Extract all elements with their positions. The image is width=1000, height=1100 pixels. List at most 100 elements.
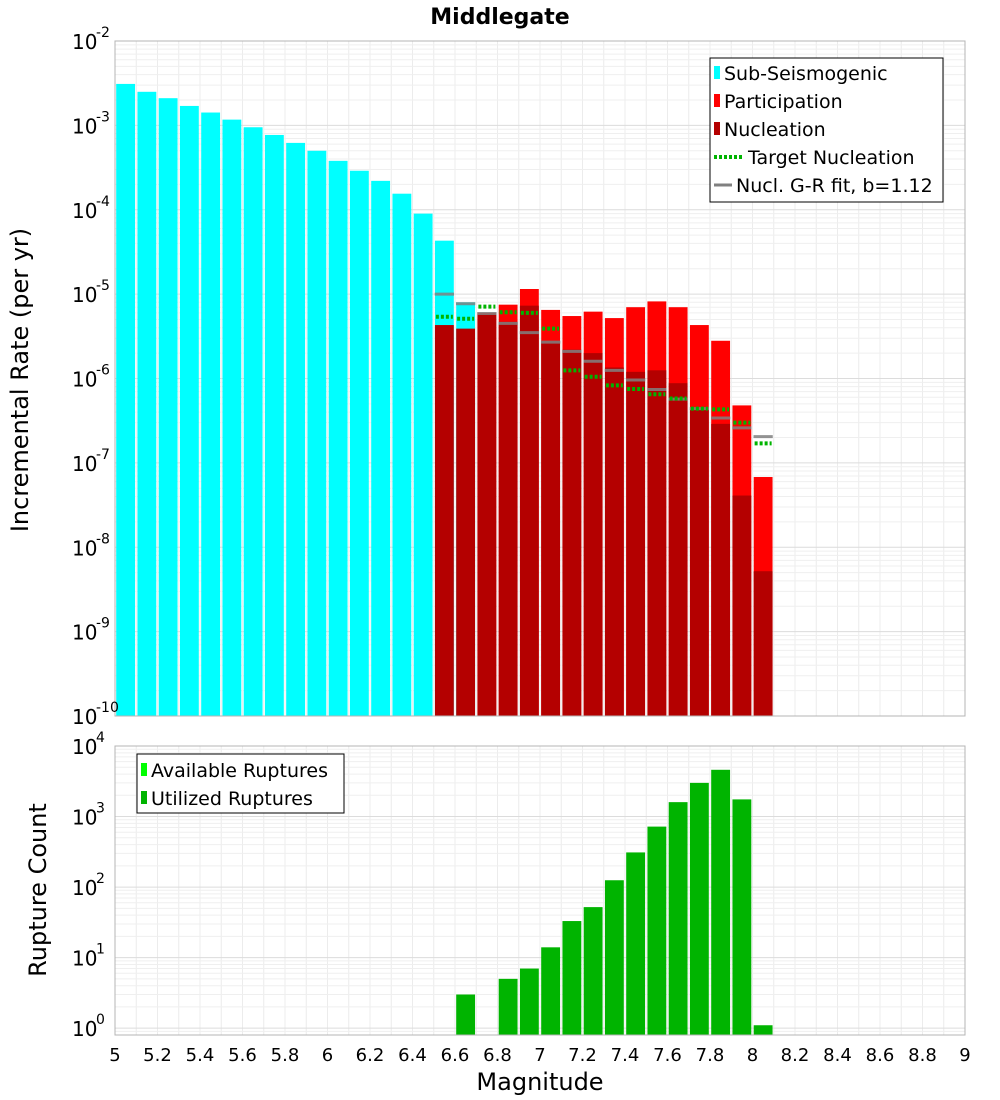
bottom-y-axis-title: Rupture Count <box>24 803 52 977</box>
nucleation-bar <box>689 409 709 716</box>
x-tick-label: 5.6 <box>228 1045 257 1066</box>
sub-seismogenic-bar <box>179 105 199 717</box>
bottom-bars <box>456 769 773 1035</box>
legend-swatch <box>141 763 147 776</box>
x-tick-labels: 5 5.2 5.4 5.6 5.8 6 6.2 6.4 6.6 6.8 7 7.2 7.4 7.6 7.8 8… <box>109 1045 970 1066</box>
legend-label: Nucl. G-R fit, b=1.12 <box>736 175 933 197</box>
utilized-ruptures-bar <box>732 799 752 1035</box>
bottom-legend-box <box>136 753 345 814</box>
top-lines <box>434 292 773 446</box>
nucleation-bar <box>583 353 603 716</box>
nucleation-bar <box>541 340 561 716</box>
nucleation-bar <box>668 383 688 716</box>
x-tick-label: 6.4 <box>398 1045 427 1066</box>
legend-swatch <box>141 791 147 804</box>
sub-seismogenic-bar <box>286 142 306 716</box>
x-tick-label: 6.6 <box>441 1045 470 1066</box>
nucleation-bar <box>498 321 518 716</box>
y-tick-exponent: 1 <box>96 942 105 958</box>
sub-seismogenic-bar <box>413 213 433 717</box>
y-tick-label: 10 <box>72 705 97 729</box>
utilized-ruptures-bar <box>498 978 518 1035</box>
sub-seismogenic-bar <box>222 119 242 716</box>
y-tick-label: 10 <box>72 368 97 392</box>
x-tick-label: 8.6 <box>866 1045 895 1066</box>
legend-label: Target Nucleation <box>747 147 915 169</box>
x-tick-label: 5.2 <box>143 1045 172 1066</box>
y-tick-exponent: 2 <box>96 871 105 887</box>
y-tick-label: 10 <box>72 947 97 971</box>
y-tick-label: 10 <box>72 806 97 830</box>
x-tick-label: 8.8 <box>908 1045 937 1066</box>
utilized-ruptures-bar <box>668 802 688 1035</box>
top-legend-box <box>709 57 944 203</box>
nucleation-bar <box>434 325 454 716</box>
utilized-ruptures-bar <box>583 907 603 1035</box>
y-tick-label: 10 <box>72 199 97 223</box>
nucleation-bar <box>562 349 582 716</box>
nucleation-bar <box>711 423 731 716</box>
y-tick-exponent: 0 <box>96 1012 105 1028</box>
sub-seismogenic-bar <box>307 150 327 716</box>
sub-seismogenic-bar <box>116 83 136 716</box>
y-tick-exponent: -3 <box>96 109 110 125</box>
nucleation-bar <box>477 314 497 716</box>
nucleation-bar <box>732 495 752 716</box>
nucleation-bar <box>647 370 667 716</box>
y-tick-label: 10 <box>72 735 97 759</box>
legend-label: Utilized Ruptures <box>151 788 313 810</box>
top-plot-frame <box>114 40 966 717</box>
utilized-ruptures-bar <box>456 994 476 1035</box>
sub-seismogenic-bar <box>371 180 391 716</box>
top-y-axis-title: Incremental Rate (per yr) <box>6 228 34 532</box>
x-tick-label: 8.2 <box>781 1045 810 1066</box>
nucleation-bar <box>456 328 476 716</box>
nucleation-bar <box>519 305 539 716</box>
bottom-plot-frame <box>114 745 966 1036</box>
y-tick-exponent: 4 <box>96 730 105 746</box>
top-legend: Sub-Seismogenic Participation Nucleation Ta… <box>709 57 944 203</box>
y-tick-label: 10 <box>72 452 97 476</box>
y-tick-exponent: -10 <box>96 700 119 716</box>
y-tick-exponent: -2 <box>96 25 110 41</box>
x-tick-label: 9 <box>959 1045 970 1066</box>
chart-title: Middlegate <box>430 5 569 30</box>
x-tick-label: 7.8 <box>696 1045 725 1066</box>
x-tick-label: 5.8 <box>271 1045 300 1066</box>
y-tick-label: 10 <box>72 30 97 54</box>
bottom-legend-items: Available Ruptures Utilized Ruptures <box>141 760 328 810</box>
x-tick-label: 7.4 <box>611 1045 640 1066</box>
x-tick-label: 6 <box>322 1045 333 1066</box>
y-tick-label: 10 <box>72 1017 97 1041</box>
x-tick-label: 5.4 <box>186 1045 215 1066</box>
nucleation-bar <box>753 571 773 716</box>
sub-seismogenic-bar <box>264 134 284 717</box>
y-tick-label: 10 <box>72 876 97 900</box>
x-tick-label: 7.2 <box>568 1045 597 1066</box>
y-tick-label: 10 <box>72 283 97 307</box>
y-tick-exponent: 3 <box>96 801 105 817</box>
x-tick-label: 8 <box>747 1045 758 1066</box>
x-tick-label: 6.2 <box>356 1045 385 1066</box>
y-tick-exponent: -6 <box>96 363 110 379</box>
x-axis-title: Magnitude <box>476 1068 603 1096</box>
utilized-ruptures-bar <box>541 947 561 1035</box>
y-tick-label: 10 <box>72 536 97 560</box>
y-tick-label: 10 <box>72 621 97 645</box>
bottom-legend: Available Ruptures Utilized Ruptures <box>136 753 345 814</box>
legend-label: Available Ruptures <box>151 760 328 782</box>
sub-seismogenic-bar <box>243 127 263 716</box>
x-tick-label: 8.4 <box>823 1045 852 1066</box>
sub-seismogenic-bar <box>201 112 221 716</box>
sub-seismogenic-bar <box>158 98 178 716</box>
utilized-ruptures-bar <box>562 921 582 1035</box>
x-tick-label: 5 <box>109 1045 120 1066</box>
x-tick-label: 7 <box>534 1045 545 1066</box>
y-tick-exponent: -4 <box>96 194 110 210</box>
utilized-ruptures-bar <box>689 782 709 1035</box>
sub-seismogenic-bar <box>328 160 348 717</box>
utilized-ruptures-bar <box>647 826 667 1035</box>
